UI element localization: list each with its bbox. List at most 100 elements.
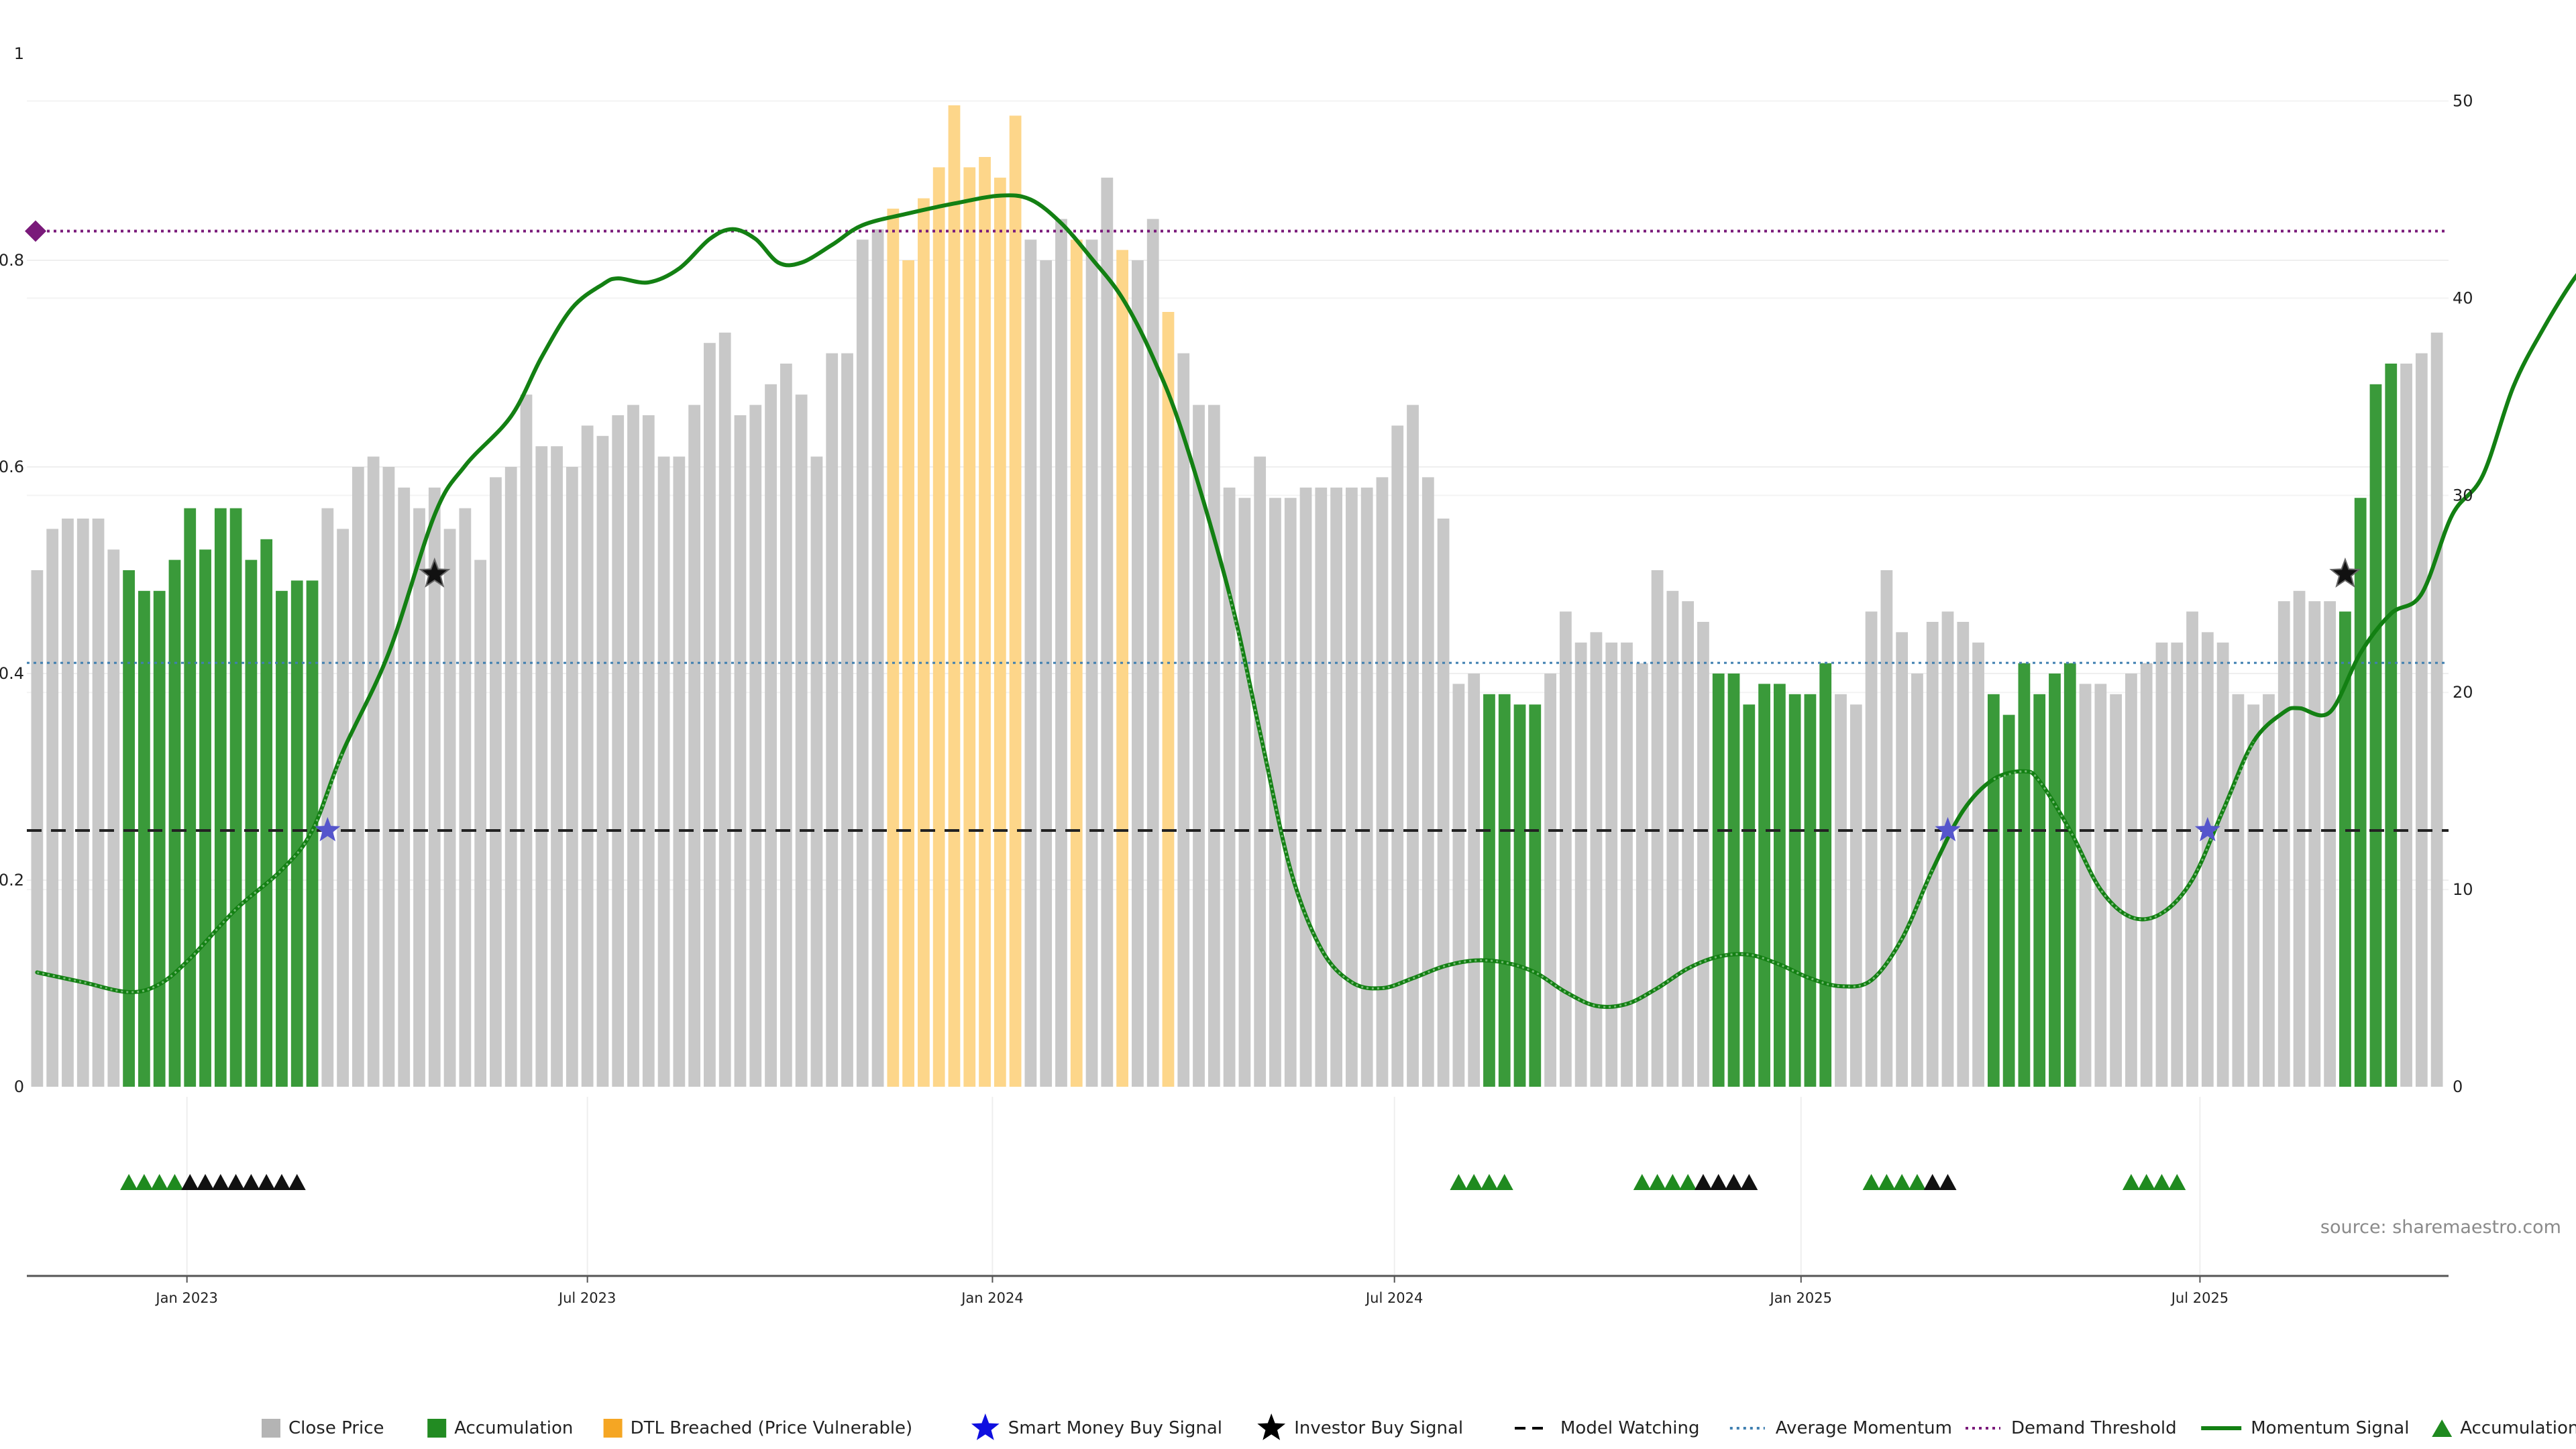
accumulation-triangle-green (1664, 1174, 1682, 1190)
close-price-bar (1085, 239, 1098, 1087)
legend-label: Accumulation (454, 1418, 573, 1438)
dtl-breached-bar (918, 198, 930, 1087)
dtl-breached-bar (1009, 115, 1022, 1087)
accumulation-triangle-black (242, 1174, 260, 1190)
close-price-bar (1376, 477, 1389, 1087)
accumulation-triangle-green (1480, 1174, 1498, 1190)
investor-buy-star (419, 557, 451, 588)
accumulation-triangle-green (1648, 1174, 1666, 1190)
accumulation-triangle-green (120, 1174, 138, 1190)
accumulation-triangle-green (2168, 1174, 2186, 1190)
close-price-bar (1574, 642, 1587, 1087)
accumulation-bar (1819, 663, 1832, 1087)
accumulation-bar (1727, 674, 1740, 1087)
close-price-bar (657, 456, 670, 1087)
investor-buy-star (2329, 557, 2361, 588)
legend-label: Demand Threshold (2011, 1418, 2177, 1438)
accumulation-triangle-green (1495, 1174, 1513, 1190)
close-price-bar (352, 467, 364, 1087)
dtl-breached-bar (902, 260, 915, 1087)
close-price-bar (1024, 239, 1037, 1087)
close-price-bar (810, 456, 823, 1087)
close-price-bar (642, 415, 655, 1087)
accumulation-triangle-black (1740, 1174, 1758, 1190)
source-label: source: sharemaestro.com (2320, 1217, 2561, 1238)
legend-label: Accumulation (2460, 1418, 2576, 1438)
close-price-bar (1299, 487, 1312, 1087)
close-price-bar (1421, 477, 1434, 1087)
close-price-bar (1468, 674, 1481, 1087)
accumulation-bar (153, 590, 166, 1087)
accumulation-bar (2018, 663, 2031, 1087)
close-price-bar (2277, 601, 2290, 1087)
accumulation-bar (2049, 674, 2061, 1087)
close-price-bar (704, 343, 716, 1087)
legend-label: Model Watching (1560, 1418, 1699, 1438)
close-price-bar (627, 405, 639, 1087)
close-price-bar (459, 508, 472, 1087)
close-price-bar (474, 559, 487, 1087)
accumulation-triangle-black (227, 1174, 245, 1190)
close-price-bar (413, 508, 425, 1087)
close-price-bar (1193, 405, 1205, 1087)
accumulation-bar (276, 590, 288, 1087)
accumulation-triangle-green (1465, 1174, 1483, 1190)
legend-swatch-star (1257, 1413, 1286, 1440)
close-price-bar (1544, 674, 1556, 1087)
close-price-bar (1437, 519, 1450, 1087)
right-axis-tick-label: 30 (2453, 486, 2473, 504)
close-price-bar (1284, 498, 1297, 1087)
left-axis-tick-label: 0.8 (0, 251, 24, 270)
close-price-bar (107, 549, 120, 1087)
price-bars (31, 105, 2443, 1087)
accumulation-triangle-black (197, 1174, 215, 1190)
close-price-bar (841, 353, 853, 1087)
accumulation-bar (168, 559, 181, 1087)
close-price-bar (2232, 694, 2245, 1087)
accumulation-triangle-green (135, 1174, 153, 1190)
right-axis-tick-label: 20 (2453, 683, 2473, 702)
accumulation-triangle-green (1878, 1174, 1896, 1190)
accumulation-triangle-green (1633, 1174, 1651, 1190)
close-price-bar (1132, 260, 1144, 1087)
close-price-bar (428, 487, 441, 1087)
accumulation-bar (1513, 704, 1526, 1087)
close-price-bar (2293, 590, 2306, 1087)
close-price-bar (1896, 632, 1909, 1087)
close-price-bar (1835, 694, 1847, 1087)
accumulation-triangle-black (1939, 1174, 1957, 1190)
accumulation-bar (2369, 384, 2382, 1087)
left-axis-tick-label: 0.2 (0, 871, 24, 890)
accumulation-bar (1498, 694, 1511, 1087)
accumulation-triangles-panel (120, 1174, 2186, 1190)
accumulation-triangle-black (211, 1174, 229, 1190)
close-price-bar (1911, 674, 1923, 1087)
accumulation-bar (2063, 663, 2076, 1087)
smart-money-buy-star (1935, 816, 1961, 842)
right-axis-tick-label: 50 (2453, 92, 2473, 111)
close-price-bar (856, 239, 869, 1087)
close-price-bar (826, 353, 839, 1087)
close-price-bar (535, 446, 548, 1087)
close-price-bar (1972, 642, 1984, 1087)
close-price-bar (2079, 684, 2092, 1087)
accumulation-triangle-green (1862, 1174, 1880, 1190)
close-price-bar (1559, 611, 1572, 1087)
accumulation-bar (1804, 694, 1817, 1087)
accumulation-triangle-black (1725, 1174, 1743, 1190)
accumulation-bar (260, 539, 273, 1087)
close-price-bar (1452, 684, 1465, 1087)
close-price-bar (765, 384, 777, 1087)
close-price-bar (780, 364, 792, 1087)
close-price-bar (1651, 570, 1664, 1087)
close-price-bar (1849, 704, 1862, 1087)
legend-label: Average Momentum (1776, 1418, 1952, 1438)
legend-swatch-triangle (2432, 1419, 2453, 1437)
right-axis-tick-label: 40 (2453, 288, 2473, 307)
accumulation-bar (1773, 684, 1786, 1087)
close-price-bar (1926, 622, 1939, 1087)
x-axis-tick-label: Jan 2023 (154, 1290, 218, 1306)
dtl-breached-bar (1116, 250, 1128, 1087)
x-axis-tick-label: Jan 2025 (1769, 1290, 1833, 1306)
